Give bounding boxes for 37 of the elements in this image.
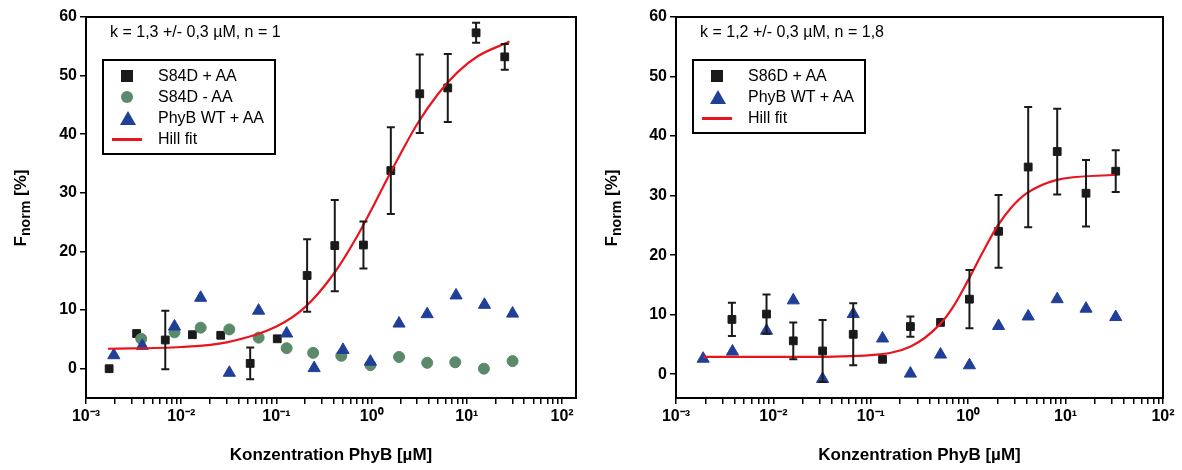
y-tick-label: 40: [59, 124, 78, 142]
legend-label: S84D - AA: [158, 87, 233, 106]
x-tick-label: 10⁰: [956, 407, 981, 425]
x-tick-label: 10²: [1151, 407, 1175, 425]
y-tick-label: 50: [59, 66, 78, 84]
y-tick-label: 20: [649, 245, 668, 263]
legend-label: PhyB WT + AA: [158, 108, 264, 127]
y-tick-label: 60: [59, 7, 78, 25]
x-tick-label: 10¹: [455, 407, 479, 425]
y-tick-label: 30: [649, 186, 668, 203]
legend-label: S84D + AA: [158, 66, 237, 85]
y-tick-label: 20: [59, 241, 78, 259]
y-tick-label: 0: [68, 359, 78, 377]
x-tick-label: 10¹: [1054, 407, 1078, 425]
x-tick-label: 10⁻¹: [856, 407, 885, 425]
x-tick-label: 10⁰: [359, 407, 384, 425]
x-tick-label: 10⁻¹: [262, 407, 291, 425]
legend-label: Hill fit: [748, 108, 788, 127]
legend-label: PhyB WT + AA: [748, 87, 854, 106]
legend-label: S86D + AA: [748, 66, 827, 85]
annotation: k = 1,2 +/- 0,3 µM, n = 1,8: [700, 23, 884, 41]
y-tick-label: 60: [649, 7, 668, 25]
y-tick-label: 10: [649, 305, 668, 323]
y-tick-label: 30: [59, 183, 78, 201]
y-tick-label: 50: [649, 66, 668, 84]
x-tick-label: 10⁻³: [661, 407, 691, 425]
x-axis-title: Konzentration PhyB [µM]: [818, 445, 1021, 465]
legend-label: Hill fit: [158, 129, 198, 148]
x-axis-title: Konzentration PhyB [µM]: [229, 445, 433, 465]
y-tick-label: 10: [59, 300, 78, 318]
x-tick-label: 10²: [550, 407, 574, 425]
annotation: k = 1,3 +/- 0,3 µM, n = 1: [110, 23, 281, 41]
x-tick-label: 10⁻³: [71, 407, 101, 425]
y-tick-label: 0: [658, 364, 668, 382]
x-tick-label: 10⁻²: [167, 407, 196, 425]
y-tick-label: 40: [649, 126, 668, 144]
x-tick-label: 10⁻²: [759, 407, 788, 425]
